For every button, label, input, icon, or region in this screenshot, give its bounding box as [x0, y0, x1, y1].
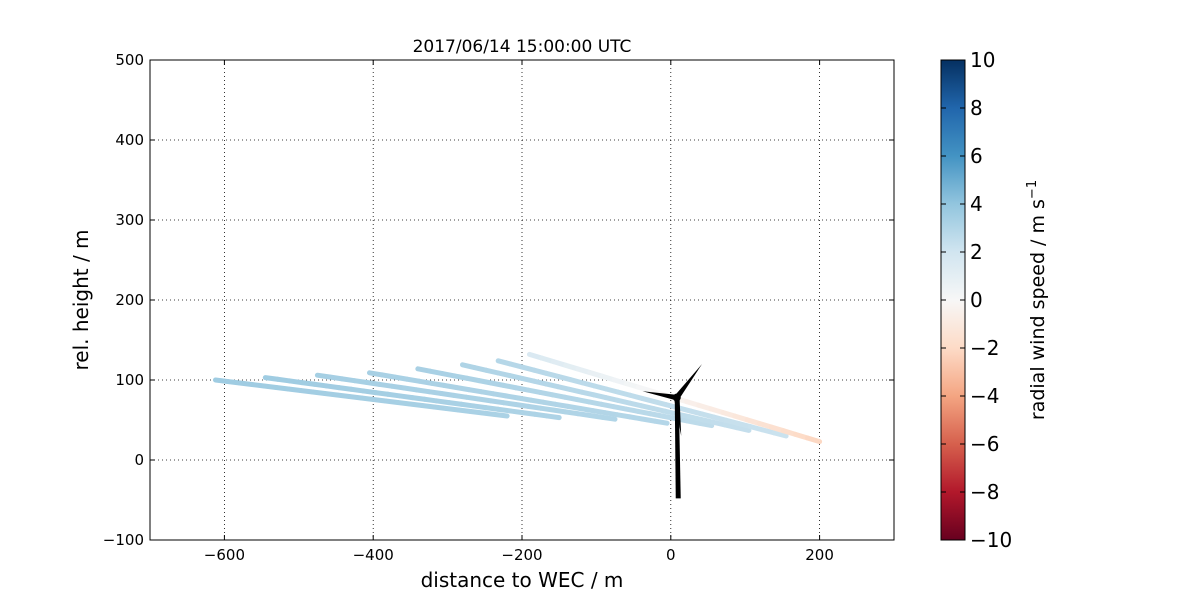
- scan-segment: [652, 418, 670, 426]
- scan-segment: [734, 425, 752, 433]
- lidar-scans: [212, 351, 823, 445]
- scan-segment: [492, 412, 510, 419]
- x-tick-label: −200: [501, 546, 542, 564]
- turbine-blade: [673, 397, 682, 436]
- y-tick-label: −100: [103, 531, 144, 549]
- grid-lines: [150, 60, 894, 540]
- colorbar-label: radial wind speed / m s−1: [1025, 180, 1049, 420]
- colorbar-tick-label: 4: [970, 192, 983, 216]
- x-axis-label: distance to WEC / m: [421, 568, 624, 592]
- turbine-glyph: [642, 364, 703, 499]
- x-tick-label: 200: [805, 546, 834, 564]
- y-tick-label: 400: [115, 131, 144, 149]
- scan-segment: [771, 430, 789, 439]
- y-tick-label: 500: [115, 51, 144, 69]
- colorbar-tick-label: 2: [970, 240, 983, 264]
- colorbar-ticks: 10 8 6 4 2 0 −2 −4 −6 −8 −10: [941, 48, 1012, 552]
- y-tick-label: 300: [115, 211, 144, 229]
- x-tick-label: −600: [204, 546, 245, 564]
- y-tick-label: 200: [115, 291, 144, 309]
- scan-segment: [600, 414, 618, 422]
- y-axis-label: rel. height / m: [69, 229, 93, 370]
- turbine-blade: [642, 391, 678, 401]
- axis-ticks: −600 −400 −200 0 200 −100 0 100 200 300 400 500: [103, 51, 894, 564]
- colorbar-tick-label: 6: [970, 144, 983, 168]
- colorbar-tick-label: −8: [970, 480, 999, 504]
- colorbar-tick-label: 8: [970, 96, 983, 120]
- x-tick-label: −400: [353, 546, 394, 564]
- chart-title: 2017/06/14 15:00:00 UTC: [413, 37, 632, 57]
- scan-segment: [805, 435, 823, 445]
- colorbar-tick-label: −6: [970, 432, 999, 456]
- colorbar-tick-label: −4: [970, 384, 999, 408]
- colorbar-tick-label: 10: [970, 48, 995, 72]
- scan-segment: [696, 420, 715, 429]
- x-tick-label: 0: [666, 546, 676, 564]
- colorbar-tick-label: 0: [970, 288, 983, 312]
- y-tick-label: 100: [115, 371, 144, 389]
- colorbar-tick-label: −2: [970, 336, 999, 360]
- colorbar-tick-label: −10: [970, 528, 1012, 552]
- turbine-blade: [674, 364, 703, 400]
- scan-segment: [544, 413, 562, 421]
- turbine-hub: [672, 393, 681, 402]
- y-tick-label: 0: [134, 451, 144, 469]
